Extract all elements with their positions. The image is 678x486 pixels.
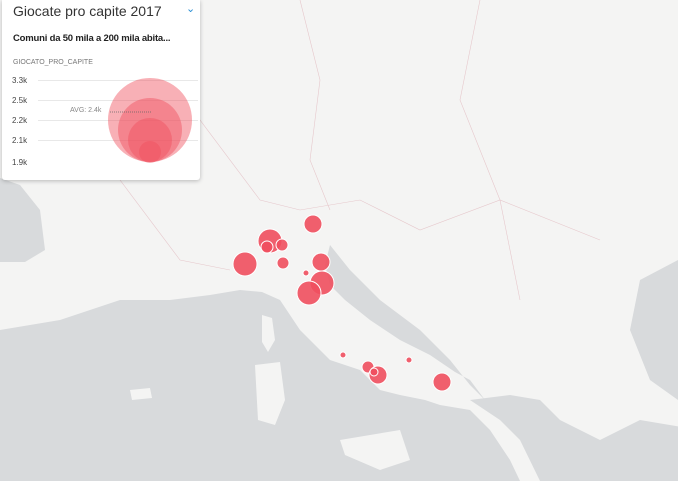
city-bubble[interactable]: [311, 252, 331, 272]
corsica: [262, 315, 275, 352]
city-bubble[interactable]: [369, 367, 379, 377]
tick-label: 1.9k: [12, 158, 28, 167]
panel-title: Giocate pro capite 2017: [13, 3, 162, 19]
balearic: [130, 388, 152, 400]
ionian-sea: [470, 395, 678, 481]
gridline: [38, 140, 198, 141]
city-bubble[interactable]: [432, 372, 452, 392]
field-name: GIOCATO_PRO_CAPITE: [13, 59, 93, 66]
city-bubble[interactable]: [276, 256, 290, 270]
city-bubble[interactable]: [302, 269, 310, 277]
city-bubble[interactable]: [339, 351, 347, 359]
layer-subtitle: Comuni da 50 mila a 200 mila abita...: [13, 33, 171, 44]
city-bubble[interactable]: [275, 238, 289, 252]
city-bubble[interactable]: [260, 240, 274, 254]
legend-panel: Giocate pro capite 2017 ⌄ Comuni da 50 m…: [2, 0, 200, 180]
city-bubble[interactable]: [232, 251, 258, 277]
city-bubble[interactable]: [405, 356, 413, 364]
size-legend: [108, 78, 192, 163]
gridline: [38, 120, 198, 121]
sicily: [340, 430, 410, 470]
tick-label: 2.2k: [12, 116, 28, 125]
legend-circle: [108, 78, 192, 162]
adriatic-sea: [325, 245, 485, 400]
city-bubble[interactable]: [296, 280, 322, 306]
tick-label: 3.3k: [12, 76, 28, 85]
atlantic-sea: [0, 178, 45, 262]
legend-circle: [139, 141, 161, 163]
avg-label: AVG: 2.4k: [70, 107, 102, 114]
chevron-down-icon[interactable]: ⌄: [186, 3, 196, 15]
gridline: [38, 80, 198, 81]
legend-circle: [128, 118, 172, 162]
tick-label: 2.1k: [12, 136, 28, 145]
legend-circle: [118, 98, 182, 162]
black-sea: [630, 260, 678, 400]
city-bubble[interactable]: [303, 214, 323, 234]
gridline: [38, 100, 198, 101]
sardinia: [255, 362, 285, 425]
tick-label: 2.5k: [12, 96, 28, 105]
